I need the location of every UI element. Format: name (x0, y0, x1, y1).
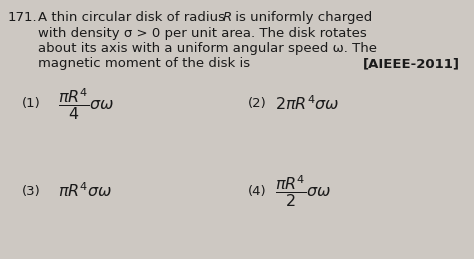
Text: A thin circular disk of radius: A thin circular disk of radius (38, 11, 229, 24)
Text: (2): (2) (248, 97, 267, 111)
Text: R: R (223, 11, 232, 24)
Text: magnetic moment of the disk is: magnetic moment of the disk is (38, 57, 250, 70)
Text: (3): (3) (22, 184, 41, 198)
Text: [AIEEE-2011]: [AIEEE-2011] (363, 57, 460, 70)
Text: 171.: 171. (8, 11, 37, 24)
Text: (1): (1) (22, 97, 41, 111)
Text: $\dfrac{\pi R^4}{2}\sigma\omega$: $\dfrac{\pi R^4}{2}\sigma\omega$ (275, 173, 331, 209)
Text: (4): (4) (248, 184, 266, 198)
Text: $\dfrac{\pi R^4}{4}\sigma\omega$: $\dfrac{\pi R^4}{4}\sigma\omega$ (58, 86, 114, 122)
Text: is uniformly charged: is uniformly charged (231, 11, 372, 24)
Text: $\pi R^4\sigma\omega$: $\pi R^4\sigma\omega$ (58, 182, 112, 200)
Text: about its axis with a uniform angular speed ω. The: about its axis with a uniform angular sp… (38, 42, 377, 55)
Text: with density σ > 0 per unit area. The disk rotates: with density σ > 0 per unit area. The di… (38, 26, 367, 40)
Text: $2\pi R^4\sigma\omega$: $2\pi R^4\sigma\omega$ (275, 95, 339, 113)
